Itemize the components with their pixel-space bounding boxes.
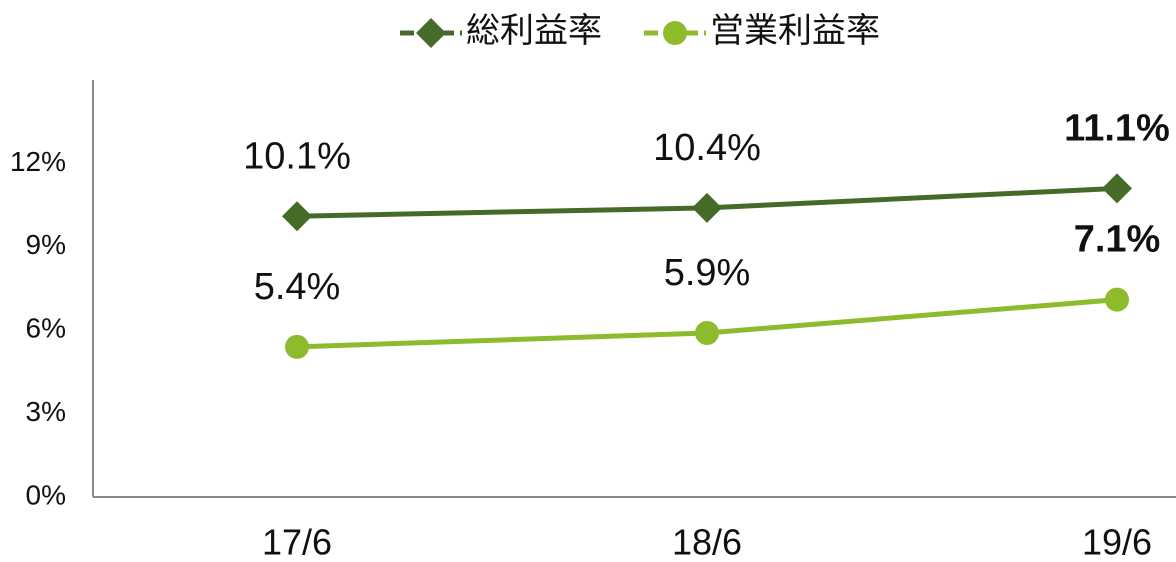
marker	[695, 320, 719, 345]
value-label: 5.4%	[254, 266, 341, 308]
y-tick-label: 12%	[10, 146, 66, 177]
y-tick-label: 3%	[26, 396, 66, 427]
marker	[692, 192, 722, 223]
marker	[663, 21, 687, 45]
x-tick-label: 17/6	[262, 522, 332, 562]
y-tick-label: 6%	[26, 313, 66, 344]
x-tick-label: 18/6	[672, 522, 742, 562]
x-tick-label: 19/6	[1082, 522, 1152, 562]
legend-label: 総利益率	[466, 12, 602, 50]
legend-label: 営業利益率	[710, 12, 880, 50]
y-tick-label: 9%	[26, 229, 66, 260]
marker	[416, 18, 446, 48]
marker	[1105, 287, 1129, 312]
value-label: 11.1%	[1064, 107, 1170, 149]
value-label: 5.9%	[664, 252, 751, 294]
value-label: 7.1%	[1074, 219, 1161, 261]
value-label: 10.4%	[653, 127, 761, 169]
marker	[282, 201, 312, 232]
marker	[285, 334, 309, 359]
marker	[1102, 173, 1132, 204]
value-label: 10.1%	[243, 135, 351, 177]
y-tick-label: 0%	[26, 479, 66, 510]
